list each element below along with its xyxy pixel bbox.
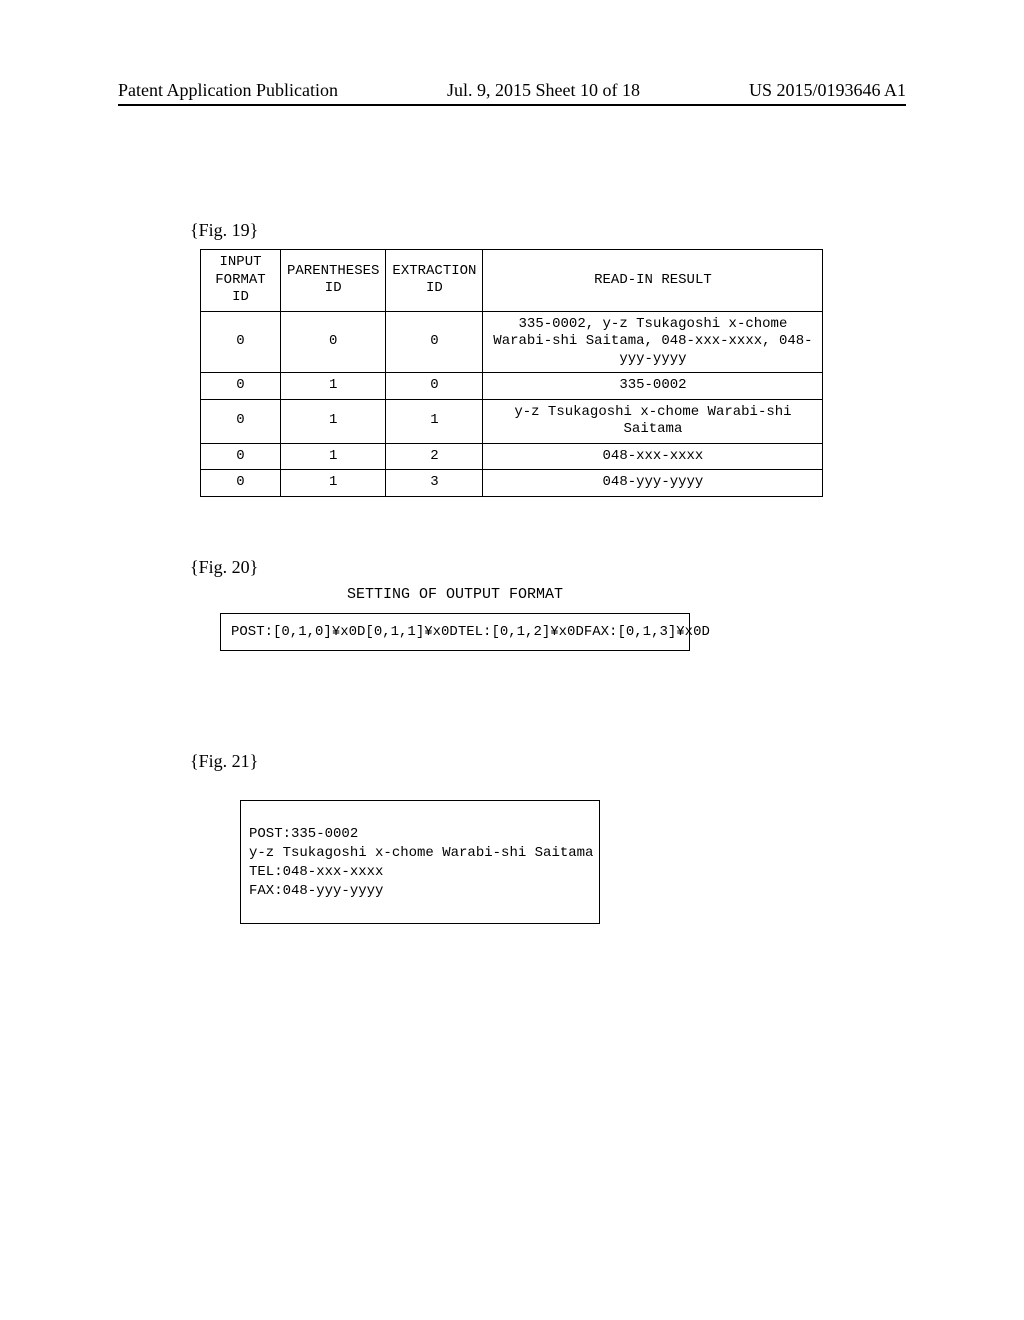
table-cell: 0	[201, 311, 281, 373]
table-cell: 1	[281, 470, 386, 497]
table-row: 0 1 0 335-0002	[201, 373, 823, 400]
table-header-cell: EXTRACTION ID	[386, 250, 483, 312]
content-area: {Fig. 19} INPUT FORMAT ID PARENTHESES ID…	[190, 220, 904, 984]
figure-21-label: {Fig. 21}	[190, 751, 904, 772]
table-cell: 0	[201, 399, 281, 443]
header-right: US 2015/0193646 A1	[749, 80, 906, 101]
table-header-cell: PARENTHESES ID	[281, 250, 386, 312]
table-cell: 335-0002, y-z Tsukagoshi x-chome Warabi-…	[483, 311, 823, 373]
table-row: 0 1 2 048-xxx-xxxx	[201, 443, 823, 470]
table-cell: 1	[386, 399, 483, 443]
table-cell: 048-yyy-yyyy	[483, 470, 823, 497]
figure-19-label: {Fig. 19}	[190, 220, 904, 241]
figure-20: {Fig. 20} SETTING OF OUTPUT FORMAT POST:…	[190, 557, 904, 651]
table-cell: 0	[281, 311, 386, 373]
table-cell: 048-xxx-xxxx	[483, 443, 823, 470]
table-cell: 0	[386, 311, 483, 373]
table-cell: 0	[201, 443, 281, 470]
table-row: 0 0 0 335-0002, y-z Tsukagoshi x-chome W…	[201, 311, 823, 373]
table-cell: 0	[201, 373, 281, 400]
figure-19: {Fig. 19} INPUT FORMAT ID PARENTHESES ID…	[190, 220, 904, 497]
figure-21-line: FAX:048-yyy-yyyy	[249, 883, 383, 899]
figure-21-line: POST:335-0002	[249, 826, 358, 842]
figure-20-title: SETTING OF OUTPUT FORMAT	[220, 586, 690, 603]
table-cell: 0	[201, 470, 281, 497]
table-cell: 0	[386, 373, 483, 400]
header-center: Jul. 9, 2015 Sheet 10 of 18	[447, 80, 640, 101]
table-cell: y-z Tsukagoshi x-chome Warabi-shi Saitam…	[483, 399, 823, 443]
figure-20-box: POST:[0,1,0]¥x0D[0,1,1]¥x0DTEL:[0,1,2]¥x…	[220, 613, 690, 651]
figure-21-box: POST:335-0002 y-z Tsukagoshi x-chome War…	[240, 800, 600, 924]
figure-19-table: INPUT FORMAT ID PARENTHESES ID EXTRACTIO…	[200, 249, 823, 497]
table-row: 0 1 3 048-yyy-yyyy	[201, 470, 823, 497]
page-header: Patent Application Publication Jul. 9, 2…	[118, 80, 906, 106]
figure-21-line: TEL:048-xxx-xxxx	[249, 864, 383, 880]
table-cell: 335-0002	[483, 373, 823, 400]
table-cell: 1	[281, 373, 386, 400]
table-cell: 2	[386, 443, 483, 470]
table-cell: 1	[281, 399, 386, 443]
table-cell: 1	[281, 443, 386, 470]
table-cell: 3	[386, 470, 483, 497]
header-left: Patent Application Publication	[118, 80, 338, 101]
table-row: 0 1 1 y-z Tsukagoshi x-chome Warabi-shi …	[201, 399, 823, 443]
figure-21-line: y-z Tsukagoshi x-chome Warabi-shi Saitam…	[249, 845, 593, 861]
figure-21: {Fig. 21} POST:335-0002 y-z Tsukagoshi x…	[190, 751, 904, 924]
table-header-row: INPUT FORMAT ID PARENTHESES ID EXTRACTIO…	[201, 250, 823, 312]
table-header-cell: INPUT FORMAT ID	[201, 250, 281, 312]
table-header-cell: READ-IN RESULT	[483, 250, 823, 312]
figure-20-label: {Fig. 20}	[190, 557, 904, 578]
